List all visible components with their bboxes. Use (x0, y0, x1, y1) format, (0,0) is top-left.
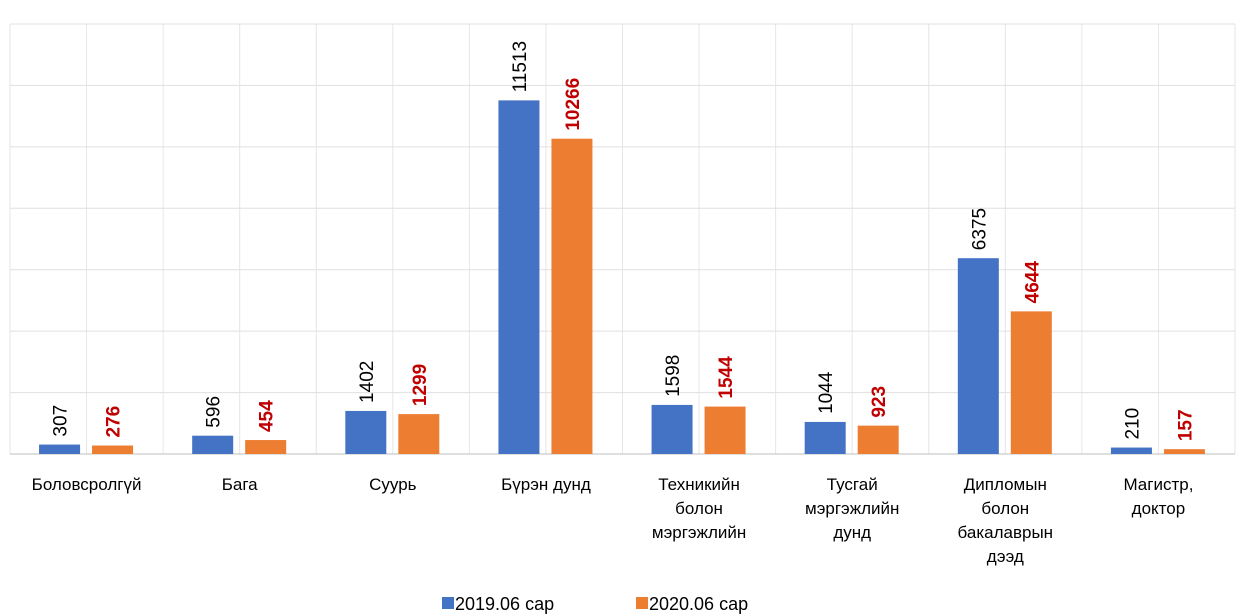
bar (39, 444, 81, 454)
bar (398, 414, 440, 454)
value-label: 210 (1122, 408, 1143, 440)
bar (498, 100, 540, 455)
value-label: 1544 (716, 356, 737, 399)
x-tick-label: Магистр, доктор (1123, 475, 1193, 518)
value-label: 307 (51, 405, 72, 437)
bar (1110, 447, 1152, 454)
x-tick-label-line: дээд (987, 547, 1024, 566)
x-tick-label: Техникийн болон мэргэжлийн (652, 475, 746, 542)
bar (804, 421, 846, 454)
x-tick-label-line: Тусгай (827, 475, 878, 494)
x-tick-label-line: бакалаврын (958, 523, 1054, 542)
x-tick-label: Бүрэн дунд (501, 475, 591, 494)
value-label: 923 (869, 386, 890, 418)
value-label: 1044 (816, 371, 837, 414)
x-tick-label-line: болон (675, 499, 723, 518)
value-label: 6375 (969, 208, 990, 250)
value-label: 454 (257, 400, 278, 432)
bar (957, 258, 999, 454)
value-label: 1598 (663, 355, 684, 397)
value-label: 157 (1175, 409, 1196, 441)
bar (551, 138, 593, 455)
bar (245, 440, 287, 454)
legend-swatch (636, 597, 648, 609)
bar (704, 406, 746, 454)
bar (857, 425, 899, 454)
x-tick-label-line: Дипломын (964, 475, 1047, 494)
x-tick-label: Боловсролгүй (32, 475, 142, 494)
value-label: 276 (104, 406, 125, 438)
value-label: 11513 (510, 41, 531, 92)
legend-label: 2019.06 сар (455, 594, 554, 614)
bar (1163, 449, 1205, 454)
value-label: 1299 (410, 364, 431, 406)
bar (651, 404, 693, 454)
value-label: 1402 (357, 361, 378, 403)
x-tick-label: Дипломын болон бакалаврын дээд (958, 475, 1054, 566)
bar (92, 445, 134, 454)
x-tick-label: Бага (222, 475, 258, 494)
bar (192, 435, 234, 454)
x-tick-label: Суурь (369, 475, 417, 494)
bar (1010, 311, 1052, 454)
x-tick-label-line: Магистр, (1123, 475, 1193, 494)
bar (345, 410, 387, 454)
x-tick-label-line: Техникийн (658, 475, 740, 494)
value-label: 4644 (1022, 261, 1043, 304)
legend-swatch (442, 597, 454, 609)
x-tick-label-line: болон (981, 499, 1029, 518)
value-label: 10266 (563, 78, 584, 131)
x-tick-label: Тусгай мэргэжлийн дунд (805, 475, 899, 542)
x-tick-label-line: дунд (833, 523, 871, 542)
x-tick-label-line: мэргэжлийн (652, 523, 746, 542)
value-label: 596 (204, 396, 225, 428)
x-tick-label-line: мэргэжлийн (805, 499, 899, 518)
x-tick-label-line: доктор (1132, 499, 1186, 518)
legend-label: 2020.06 сар (649, 594, 748, 614)
